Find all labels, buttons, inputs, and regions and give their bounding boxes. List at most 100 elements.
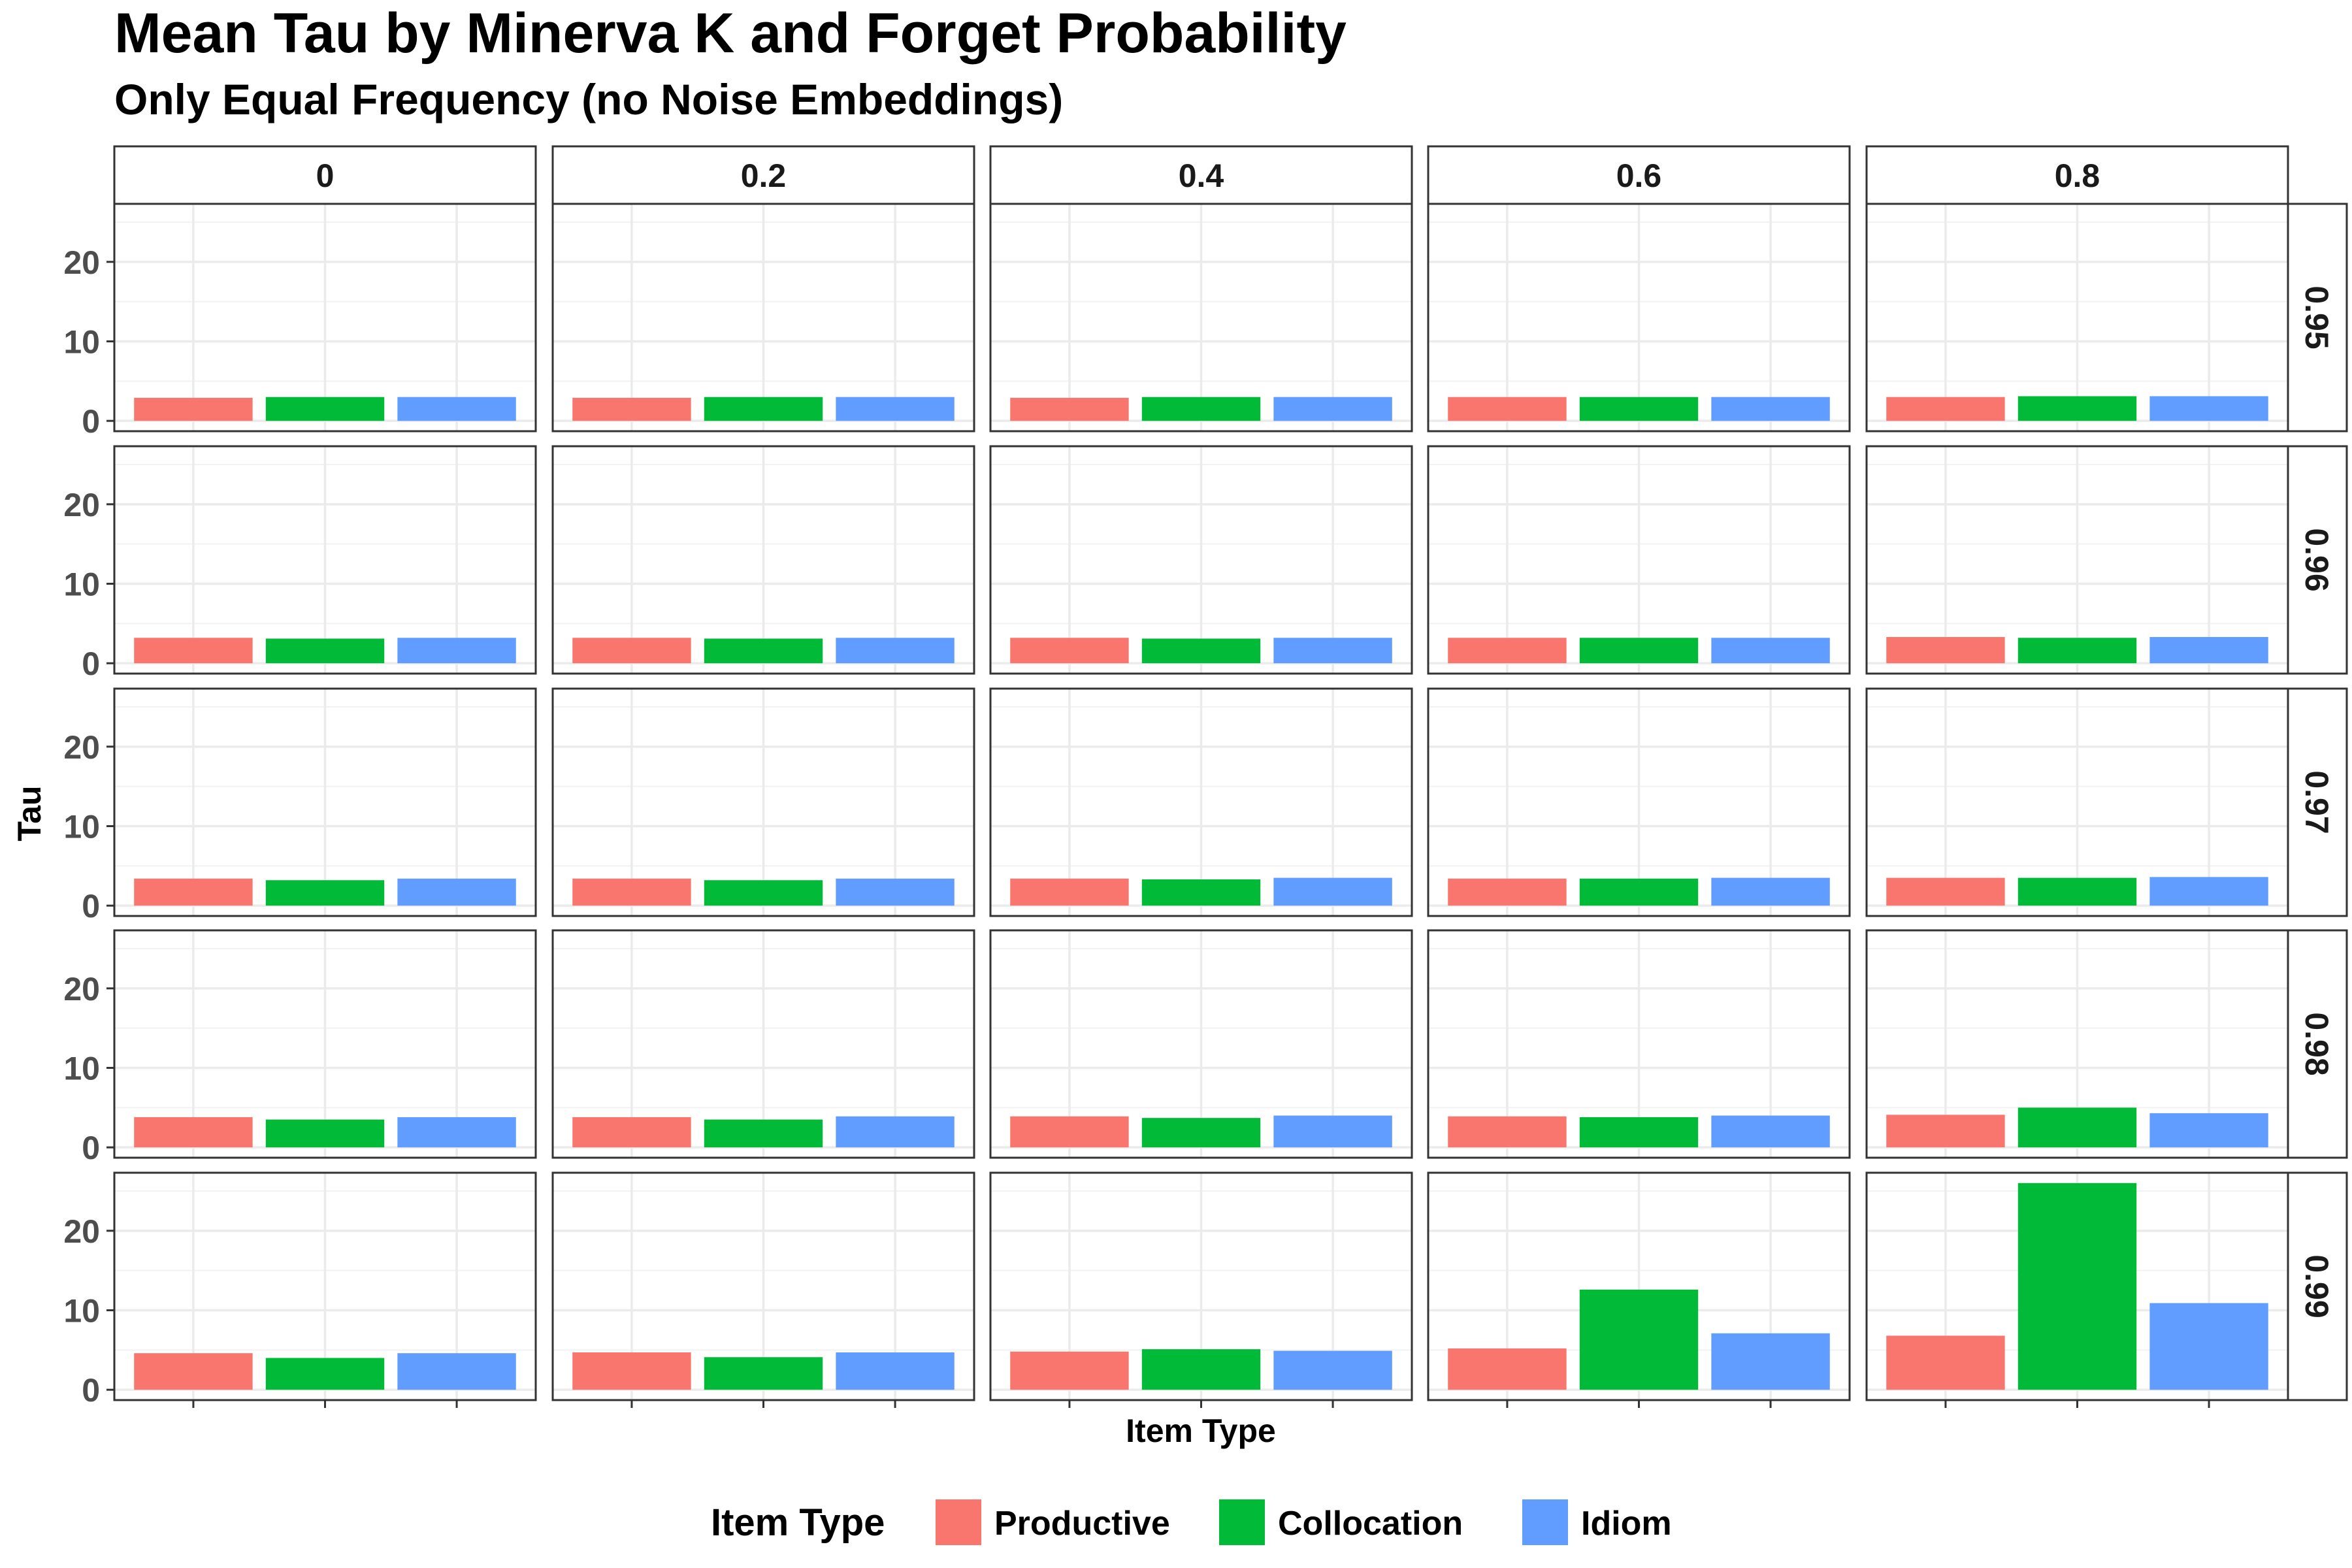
panel-border [551,687,975,917]
panel-border [1865,203,2289,433]
facet-panel: 0 10 20 [63,203,537,440]
bar [397,638,516,664]
bar [2149,396,2268,421]
bar [1579,1289,1699,1390]
facet-panel [1427,445,1851,675]
bar [1448,638,1567,664]
bar [265,1119,385,1148]
bar [836,1352,955,1390]
bar [1579,397,1699,421]
bar [1273,638,1392,664]
facet-panel: 0 10 20 [63,687,537,924]
bar [134,638,253,664]
row-strip-label: 0.98 [2298,1012,2335,1075]
y-tick-label: 0 [82,1130,100,1166]
panel-border [551,445,975,675]
panel-border [113,687,537,917]
bar [836,638,955,664]
bar [1448,397,1567,421]
y-tick-label: 20 [63,244,100,281]
facet-panel [1427,929,1851,1159]
y-tick-label: 0 [82,1372,100,1409]
bar [1711,638,1830,664]
facet-panel [551,1171,975,1408]
bar [1141,397,1261,421]
bar [704,880,823,906]
legend-title: Item Type [711,1501,885,1544]
bar [1448,1116,1567,1148]
facet-panel: 0 10 20 [63,929,537,1166]
panel-border [989,929,1413,1159]
bar [1579,878,1699,906]
legend-key [1522,1499,1568,1545]
bar [2017,638,2137,664]
bar [704,1357,823,1390]
panel-border [989,687,1413,917]
bar [2017,396,2137,421]
bar [836,878,955,906]
bar [704,397,823,421]
bar [2017,1107,2137,1148]
bar [397,878,516,906]
bar [2149,1303,2268,1390]
y-tick-label: 20 [63,487,100,523]
bar [1711,1115,1830,1148]
panel-border [113,445,537,675]
bar [836,1116,955,1148]
y-axis-title: Tau [11,785,48,841]
bar [1886,637,2005,664]
x-axis-title: Item Type [1126,1413,1276,1449]
bar [1273,397,1392,421]
bar [2149,877,2268,906]
bar [1579,638,1699,664]
column-strip [113,145,537,205]
column-strip-label: 0.4 [1179,157,1224,194]
column-strip [989,145,1413,205]
bar [1141,1349,1261,1390]
bar [572,397,691,421]
column-strip [551,145,975,205]
facet-panel [551,445,975,675]
bar [1141,638,1261,664]
bar [704,638,823,664]
bar [1448,1348,1567,1390]
column-strip-label: 0.6 [1616,157,1662,194]
column-strip-label: 0 [316,157,335,194]
facet-panel [989,1171,1413,1408]
bar [265,638,385,664]
bar [134,1353,253,1390]
legend: Item Type Productive Collocation Idiom [711,1499,1672,1545]
bar [1010,1351,1129,1390]
panel-border [551,203,975,433]
y-tick-label: 20 [63,1213,100,1250]
y-tick-label: 10 [63,324,100,361]
bar [1711,877,1830,906]
y-tick-label: 10 [63,1293,100,1330]
panel-border [1865,929,2289,1159]
chart-title: Mean Tau by Minerva K and Forget Probabi… [114,2,1347,65]
bar [1711,1333,1830,1390]
facet-panel: 0 10 20 [63,1171,537,1409]
y-tick-label: 10 [63,1051,100,1087]
bar [1273,1350,1392,1390]
bar [1886,1115,2005,1148]
facet-panel [989,687,1413,917]
bar [1886,397,2005,421]
bar [397,397,516,421]
bar [1886,1335,2005,1390]
panel-border [113,203,537,433]
facet-panel [1865,687,2289,917]
bar [1010,878,1129,906]
facet-panel [551,929,975,1159]
bar [2149,1113,2268,1148]
panel-border [1427,203,1851,433]
bar [836,397,955,421]
bar [265,1358,385,1390]
bar [1010,397,1129,421]
legend-key [1219,1499,1265,1545]
panel-border [551,929,975,1159]
bar [1141,879,1261,906]
facet-panel [551,203,975,433]
panel-border [1427,687,1851,917]
panel-border [989,445,1413,675]
